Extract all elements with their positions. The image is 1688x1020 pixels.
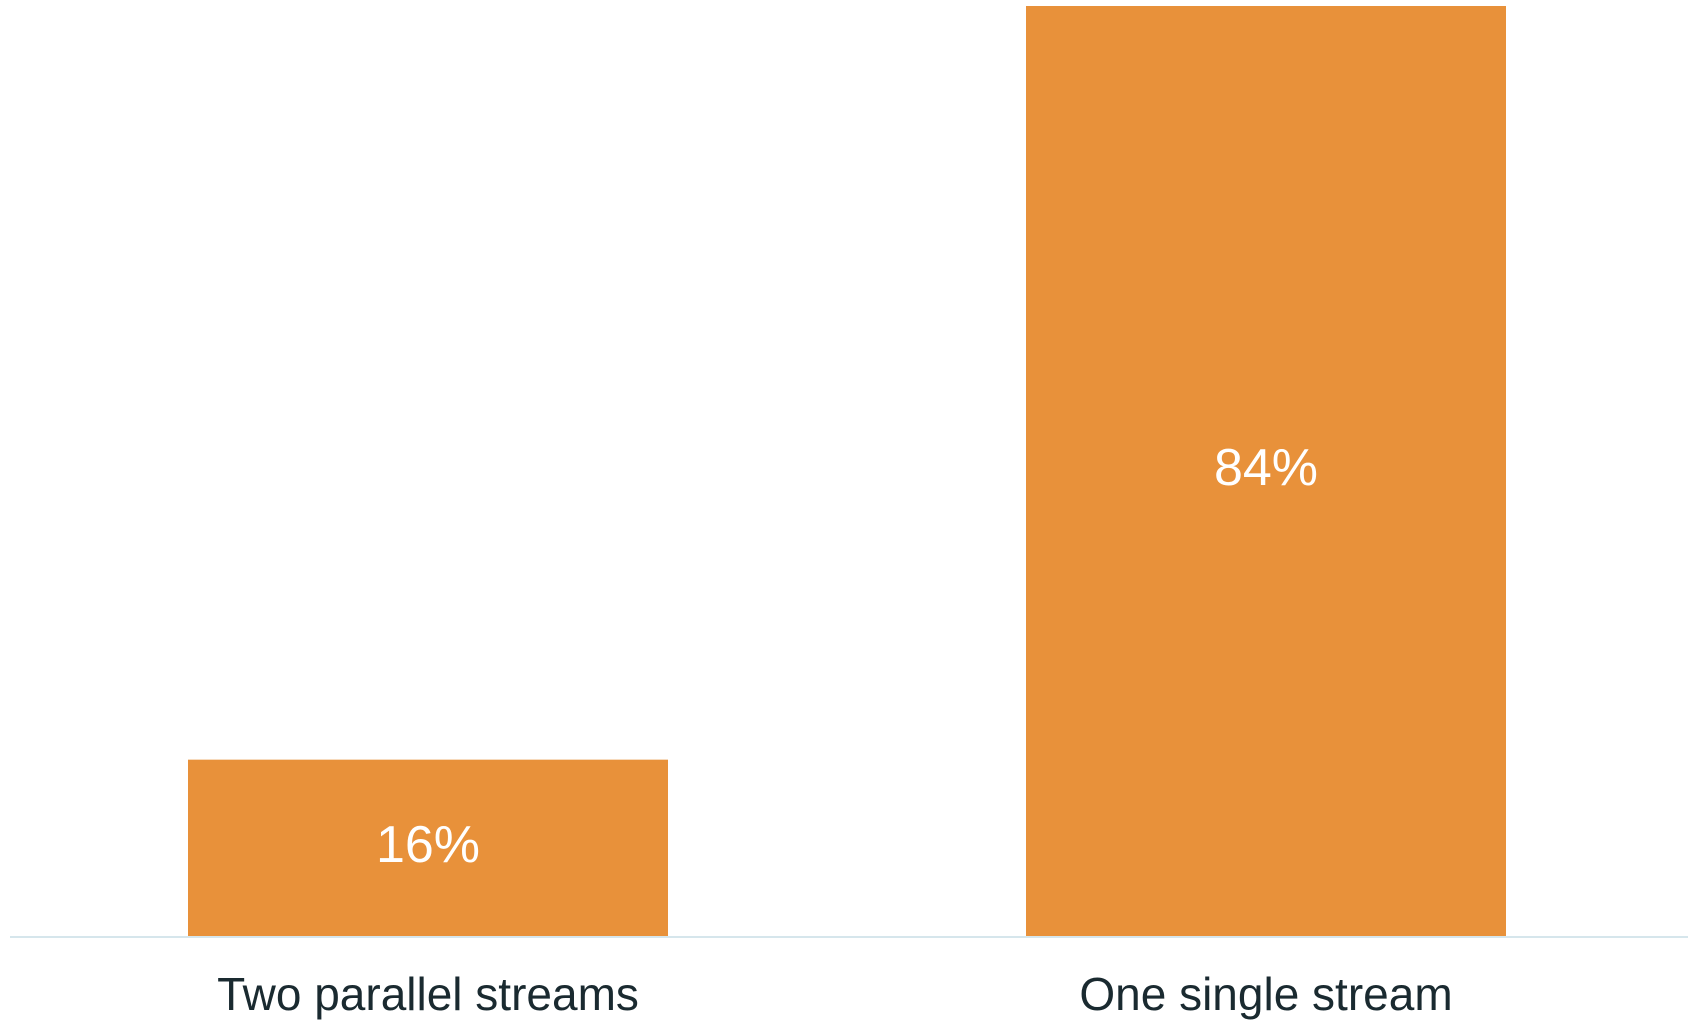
bar-value-label-0: 16% <box>376 816 480 874</box>
bars-group <box>188 6 1506 937</box>
bar-value-label-1: 84% <box>1214 439 1318 497</box>
bar-1 <box>1026 6 1506 937</box>
labels-group: 16% Two parallel streams 84% One single str… <box>217 439 1453 1020</box>
category-label-0: Two parallel streams <box>217 968 639 1020</box>
category-label-1: One single stream <box>1079 968 1452 1020</box>
bar-0 <box>188 759 668 937</box>
